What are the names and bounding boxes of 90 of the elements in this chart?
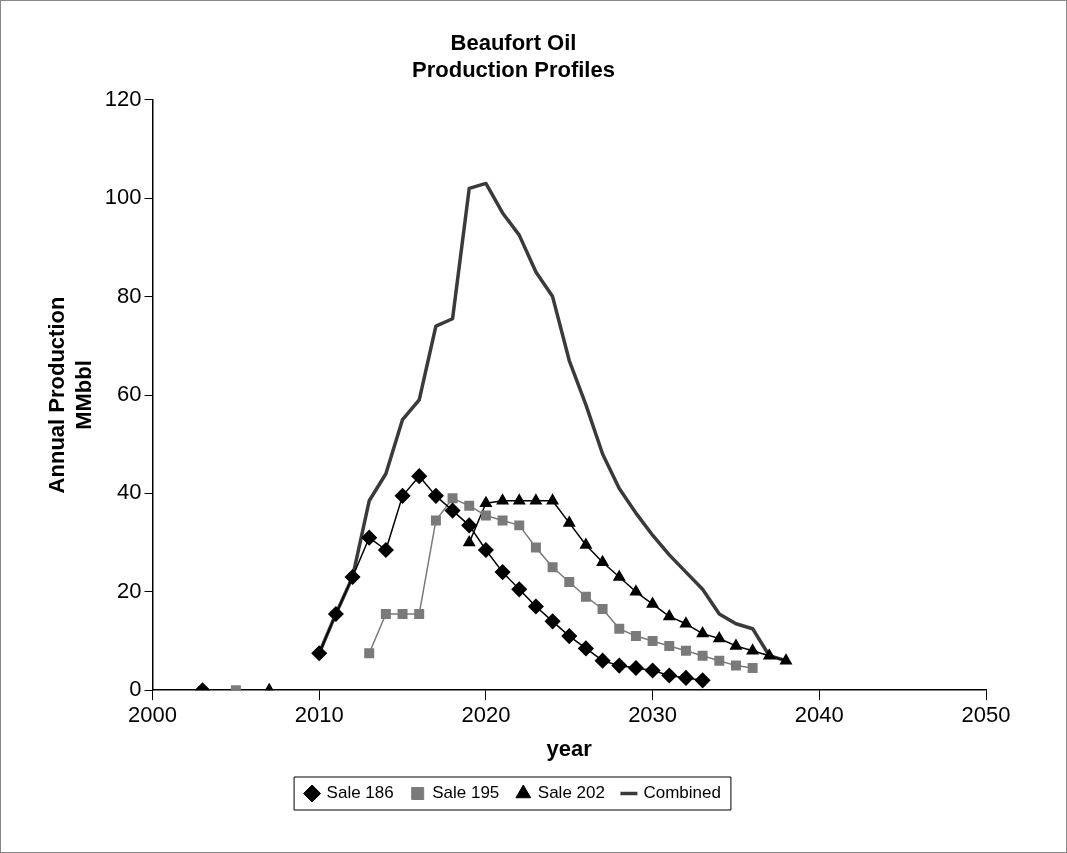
point xyxy=(647,636,658,646)
point xyxy=(478,542,494,558)
point xyxy=(579,538,592,549)
point xyxy=(730,639,742,650)
legend-label: Sale 202 xyxy=(537,783,605,803)
text: MMbbl xyxy=(70,360,96,430)
point xyxy=(378,542,394,558)
point xyxy=(444,502,461,519)
point xyxy=(364,648,375,659)
point xyxy=(394,488,411,504)
point xyxy=(697,650,708,661)
point xyxy=(630,631,641,642)
point xyxy=(730,660,741,671)
point xyxy=(479,496,492,507)
point xyxy=(397,608,408,619)
point xyxy=(696,626,709,638)
legend-label: Sale 186 xyxy=(326,783,394,803)
point xyxy=(497,515,508,526)
point xyxy=(578,640,594,657)
legend-label: Sale 195 xyxy=(432,783,500,803)
point xyxy=(544,613,561,630)
x-tick-label: 2010 xyxy=(294,702,344,728)
y-tick-label: 80 xyxy=(117,282,142,308)
y-tick-label: 120 xyxy=(104,85,142,111)
point xyxy=(628,660,644,676)
point xyxy=(611,657,628,674)
y-tick-label: 20 xyxy=(117,577,142,603)
y-tick-label: 60 xyxy=(117,381,142,407)
x-axis-title: year xyxy=(546,735,593,761)
point xyxy=(678,670,694,686)
x-tick-label: 2040 xyxy=(794,702,844,728)
point xyxy=(680,645,691,656)
point xyxy=(713,631,726,643)
point xyxy=(646,597,659,608)
point xyxy=(629,585,642,596)
point xyxy=(430,515,441,526)
point xyxy=(563,516,576,527)
point xyxy=(613,570,626,581)
point xyxy=(463,535,476,547)
text: Beaufort Oil xyxy=(450,30,577,56)
point xyxy=(780,653,792,665)
y-tick-label: 40 xyxy=(117,479,142,505)
point xyxy=(513,494,526,505)
point xyxy=(514,520,525,531)
point xyxy=(494,564,511,580)
legend-label: Combined xyxy=(643,783,721,803)
point xyxy=(564,576,575,587)
point xyxy=(614,623,625,634)
point xyxy=(546,494,559,505)
y-tick-label: 0 xyxy=(129,676,142,702)
point xyxy=(680,617,692,628)
point xyxy=(530,542,541,553)
x-tick-label: 2050 xyxy=(961,702,1011,728)
point xyxy=(694,672,711,689)
point xyxy=(763,649,776,660)
x-tick-label: 2000 xyxy=(128,702,177,728)
point xyxy=(714,655,725,666)
point xyxy=(529,494,542,505)
text: Production Profiles xyxy=(412,56,615,82)
point xyxy=(496,494,509,505)
point xyxy=(561,628,577,644)
point xyxy=(380,608,391,619)
x-tick-label: 2020 xyxy=(461,702,511,728)
point xyxy=(528,598,544,615)
point xyxy=(344,569,361,585)
point xyxy=(511,581,527,598)
y-tick-label: 100 xyxy=(104,184,142,210)
point xyxy=(644,662,661,679)
point xyxy=(747,663,758,674)
point xyxy=(411,468,427,484)
text: Annual Production xyxy=(44,296,70,494)
point xyxy=(447,493,458,504)
point xyxy=(547,562,558,573)
point xyxy=(428,488,444,504)
point xyxy=(746,644,759,655)
point xyxy=(480,510,491,521)
point xyxy=(594,652,611,669)
point xyxy=(580,591,591,602)
point xyxy=(597,604,608,615)
point xyxy=(361,529,377,546)
point xyxy=(596,555,609,567)
x-tick-label: 2030 xyxy=(628,702,678,728)
point xyxy=(464,500,475,511)
point xyxy=(328,606,344,622)
point xyxy=(414,608,425,619)
point xyxy=(661,667,678,684)
point xyxy=(461,517,477,534)
point xyxy=(664,640,675,651)
point xyxy=(311,645,327,662)
point xyxy=(663,609,676,621)
